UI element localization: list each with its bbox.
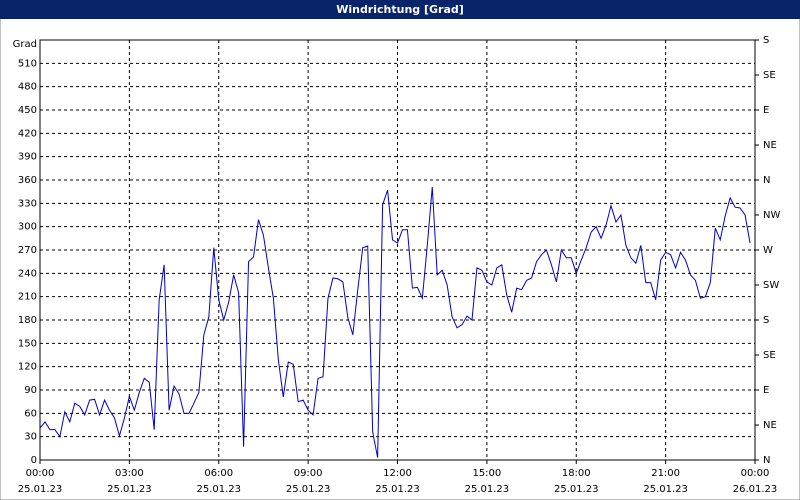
x-tick-date: 25.01.23	[107, 484, 152, 495]
y-tick-label: 510	[18, 58, 37, 69]
y-tick-label: 0	[31, 455, 37, 466]
y2-tick-label: NE	[763, 420, 777, 431]
x-tick-date: 25.01.23	[465, 484, 510, 495]
y-tick-label: 330	[18, 198, 37, 209]
y2-tick-label: SE	[763, 70, 776, 81]
y-tick-label: 150	[18, 338, 37, 349]
y-tick-label: 30	[24, 432, 37, 443]
y-tick-label: 240	[18, 268, 37, 279]
x-tick-label: 18:00	[562, 468, 591, 479]
y2-tick-label: SE	[763, 350, 776, 361]
x-tick-label: 15:00	[472, 468, 501, 479]
chart-title: Windrichtung [Grad]	[336, 3, 464, 16]
x-tick-label: 03:00	[115, 468, 144, 479]
y2-tick-label: E	[763, 105, 769, 116]
x-tick-label: 12:00	[383, 468, 412, 479]
y-tick-label: 90	[24, 385, 37, 396]
y2-tick-label: NW	[763, 210, 780, 221]
y-tick-label: 480	[18, 82, 37, 93]
y2-tick-label: S	[763, 315, 769, 326]
y2-tick-label: SW	[763, 280, 779, 291]
x-tick-date: 25.01.23	[196, 484, 241, 495]
x-tick-label: 06:00	[204, 468, 233, 479]
y-tick-label: 390	[18, 152, 37, 163]
x-tick-date: 25.01.23	[643, 484, 688, 495]
y-tick-label: 210	[18, 292, 37, 303]
title-bar	[0, 0, 800, 19]
y-tick-label: 420	[18, 128, 37, 139]
y-tick-label: 450	[18, 105, 37, 116]
x-tick-date: 26.01.23	[733, 484, 778, 495]
y2-tick-label: E	[763, 385, 769, 396]
y2-tick-label: N	[763, 455, 770, 466]
y-tick-label: 360	[18, 175, 37, 186]
y2-tick-label: S	[763, 35, 769, 46]
plot-frame	[39, 39, 756, 461]
x-tick-date: 25.01.23	[18, 484, 63, 495]
y2-tick-label: NE	[763, 140, 777, 151]
y2-tick-label: N	[763, 175, 770, 186]
y-tick-label: 180	[18, 315, 37, 326]
x-tick-label: 21:00	[651, 468, 680, 479]
data-line	[39, 186, 751, 458]
x-tick-label: 00:00	[26, 468, 55, 479]
x-tick-date: 25.01.23	[375, 484, 420, 495]
x-tick-label: 00:00	[741, 468, 770, 479]
y2-tick-label: W	[763, 245, 773, 256]
x-tick-date: 25.01.23	[286, 484, 331, 495]
y-axis-label: Grad	[13, 39, 37, 50]
x-tick-label: 09:00	[294, 468, 323, 479]
y-tick-label: 60	[24, 408, 37, 419]
y-tick-label: 300	[18, 222, 37, 233]
x-tick-date: 25.01.23	[554, 484, 599, 495]
y-tick-label: 270	[18, 245, 37, 256]
y-tick-label: 120	[18, 362, 37, 373]
